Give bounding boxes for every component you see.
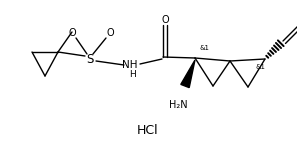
- Text: HCl: HCl: [137, 123, 159, 136]
- Text: H: H: [129, 70, 135, 78]
- Text: O: O: [106, 28, 114, 38]
- Text: NH: NH: [122, 60, 138, 70]
- Text: O: O: [68, 28, 76, 38]
- Text: H₂N: H₂N: [169, 100, 187, 110]
- Polygon shape: [181, 60, 195, 88]
- Text: S: S: [86, 53, 94, 66]
- Text: O: O: [161, 15, 169, 25]
- Text: &1: &1: [256, 64, 266, 70]
- Text: &1: &1: [200, 45, 210, 51]
